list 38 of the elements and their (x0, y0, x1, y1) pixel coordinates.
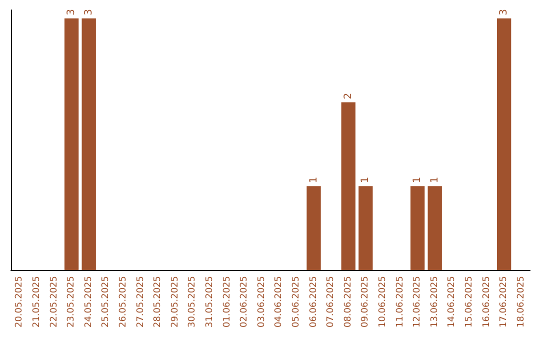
x-tick-label: 20.05.2025 (14, 276, 25, 328)
x-tick-label: 22.05.2025 (49, 276, 60, 328)
x-tick-label: 10.06.2025 (378, 276, 388, 328)
x-tick-label: 29.05.2025 (170, 276, 180, 328)
x-tick-label: 30.05.2025 (188, 276, 198, 328)
x-tick-label: 03.06.2025 (256, 276, 267, 328)
data-label: 1 (308, 176, 320, 184)
x-tick-label: 31.05.2025 (204, 276, 215, 328)
data-label: 3 (66, 9, 78, 16)
x-tick-label: 18.06.2025 (516, 276, 526, 328)
x-tick-label: 21.05.2025 (32, 276, 42, 328)
x-tick-label: 24.05.2025 (84, 276, 94, 328)
x-tick-label: 05.06.2025 (291, 276, 302, 328)
x-tick-label: 01.06.2025 (222, 276, 232, 328)
data-label: 1 (412, 176, 424, 184)
x-tick-label: 11.06.2025 (395, 276, 406, 328)
x-tick-label: 07.06.2025 (326, 276, 336, 328)
x-tick-label: 23.05.2025 (66, 276, 77, 328)
x-tick-label: 09.06.2025 (360, 276, 371, 328)
data-label: 2 (342, 92, 354, 100)
x-tick-label: 08.06.2025 (343, 276, 354, 328)
x-tick-label: 15.06.2025 (464, 276, 474, 328)
x-tick-label: 17.06.2025 (499, 276, 510, 328)
x-tick-label: 25.05.2025 (101, 276, 112, 328)
data-label: 3 (83, 9, 94, 16)
data-label: 1 (360, 176, 372, 184)
x-tick-label: 26.05.2025 (118, 276, 128, 328)
x-tick-label: 04.06.2025 (274, 276, 284, 328)
data-label: 1 (429, 176, 440, 184)
x-tick-label: 02.06.2025 (240, 276, 250, 328)
x-tick-label: 12.06.2025 (412, 276, 423, 328)
data-label: 3 (498, 9, 510, 16)
x-tick-label: 13.06.2025 (430, 276, 440, 328)
x-tick-label: 28.05.2025 (153, 276, 164, 328)
x-tick-label: 14.06.2025 (447, 276, 458, 328)
x-tick-label: 27.05.2025 (136, 276, 146, 328)
x-tick-label: 06.06.2025 (308, 276, 319, 328)
x-tick-label: 16.06.2025 (482, 276, 492, 328)
